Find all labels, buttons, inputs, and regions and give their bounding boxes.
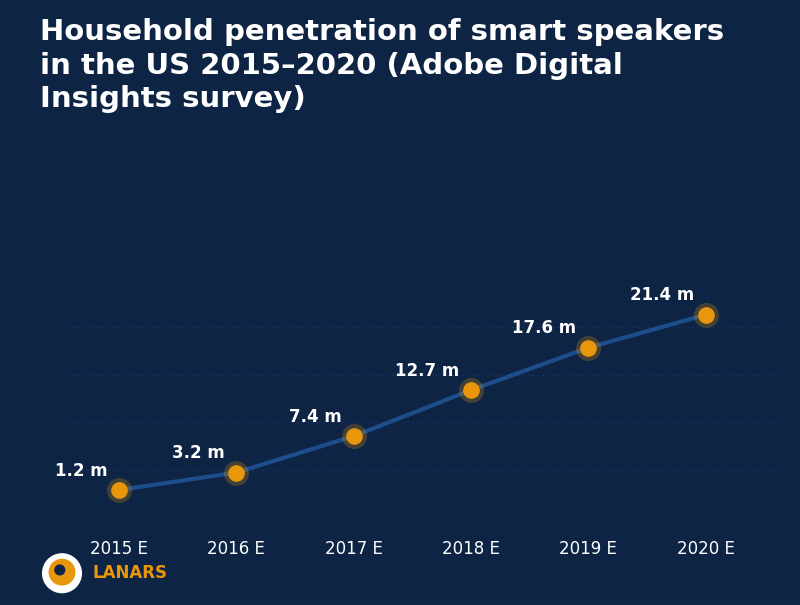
Text: 21.4 m: 21.4 m	[630, 286, 694, 304]
Circle shape	[55, 565, 65, 575]
Text: 7.4 m: 7.4 m	[289, 408, 342, 426]
Text: 3.2 m: 3.2 m	[172, 444, 225, 462]
Circle shape	[42, 554, 82, 593]
Text: Household penetration of smart speakers
in the US 2015–2020 (Adobe Digital
Insig: Household penetration of smart speakers …	[40, 18, 724, 113]
Text: LANARS: LANARS	[92, 564, 167, 582]
Text: 12.7 m: 12.7 m	[395, 362, 459, 380]
Text: 1.2 m: 1.2 m	[54, 462, 107, 480]
Circle shape	[50, 560, 74, 585]
Text: 17.6 m: 17.6 m	[513, 319, 577, 338]
